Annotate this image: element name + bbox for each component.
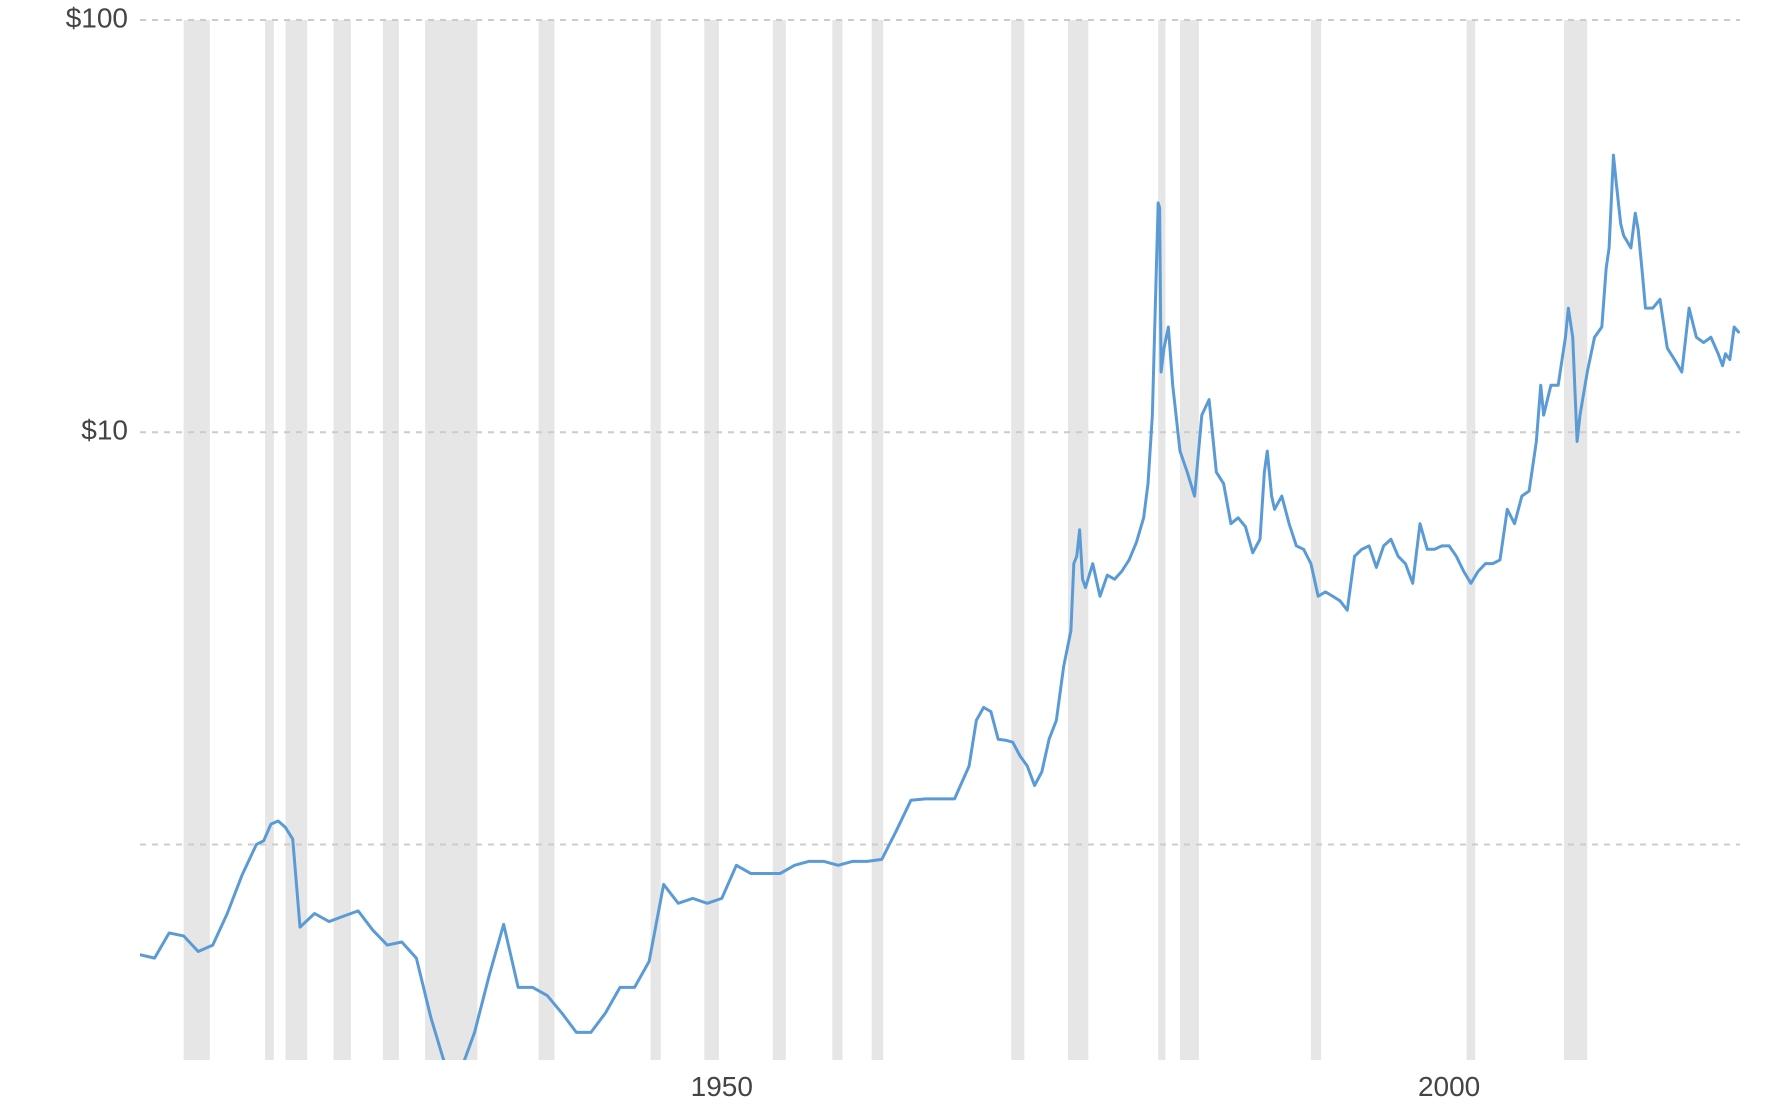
x-tick-label: 1950 [691,1071,753,1102]
y-tick-label: $10 [81,415,128,446]
chart-svg: $10 $100 1950 2000 [0,0,1776,1120]
y-tick-label: $100 [66,2,128,33]
price-history-chart: $10 $100 1950 2000 [0,0,1776,1120]
x-tick-label: 2000 [1418,1071,1480,1102]
